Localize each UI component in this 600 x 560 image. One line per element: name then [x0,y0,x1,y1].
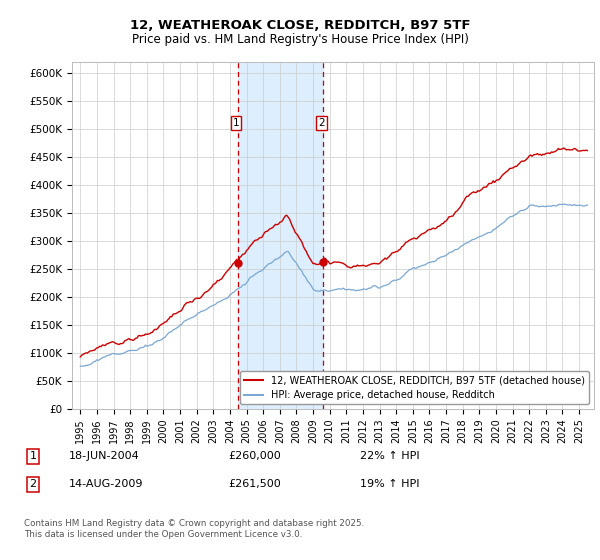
Text: 1: 1 [233,118,239,128]
Text: 1: 1 [29,451,37,461]
Text: 2: 2 [29,479,37,489]
Text: Price paid vs. HM Land Registry's House Price Index (HPI): Price paid vs. HM Land Registry's House … [131,32,469,46]
Text: £260,000: £260,000 [228,451,281,461]
Text: 14-AUG-2009: 14-AUG-2009 [69,479,143,489]
Text: £261,500: £261,500 [228,479,281,489]
Text: 12, WEATHEROAK CLOSE, REDDITCH, B97 5TF: 12, WEATHEROAK CLOSE, REDDITCH, B97 5TF [130,18,470,32]
Text: 2: 2 [319,118,325,128]
Text: 22% ↑ HPI: 22% ↑ HPI [360,451,419,461]
Text: 18-JUN-2004: 18-JUN-2004 [69,451,140,461]
Bar [238,62,323,409]
Text: 19% ↑ HPI: 19% ↑ HPI [360,479,419,489]
Text: Contains HM Land Registry data © Crown copyright and database right 2025.
This d: Contains HM Land Registry data © Crown c… [24,520,364,539]
Legend: 12, WEATHEROAK CLOSE, REDDITCH, B97 5TF (detached house), HPI: Average price, de: 12, WEATHEROAK CLOSE, REDDITCH, B97 5TF … [240,371,589,404]
